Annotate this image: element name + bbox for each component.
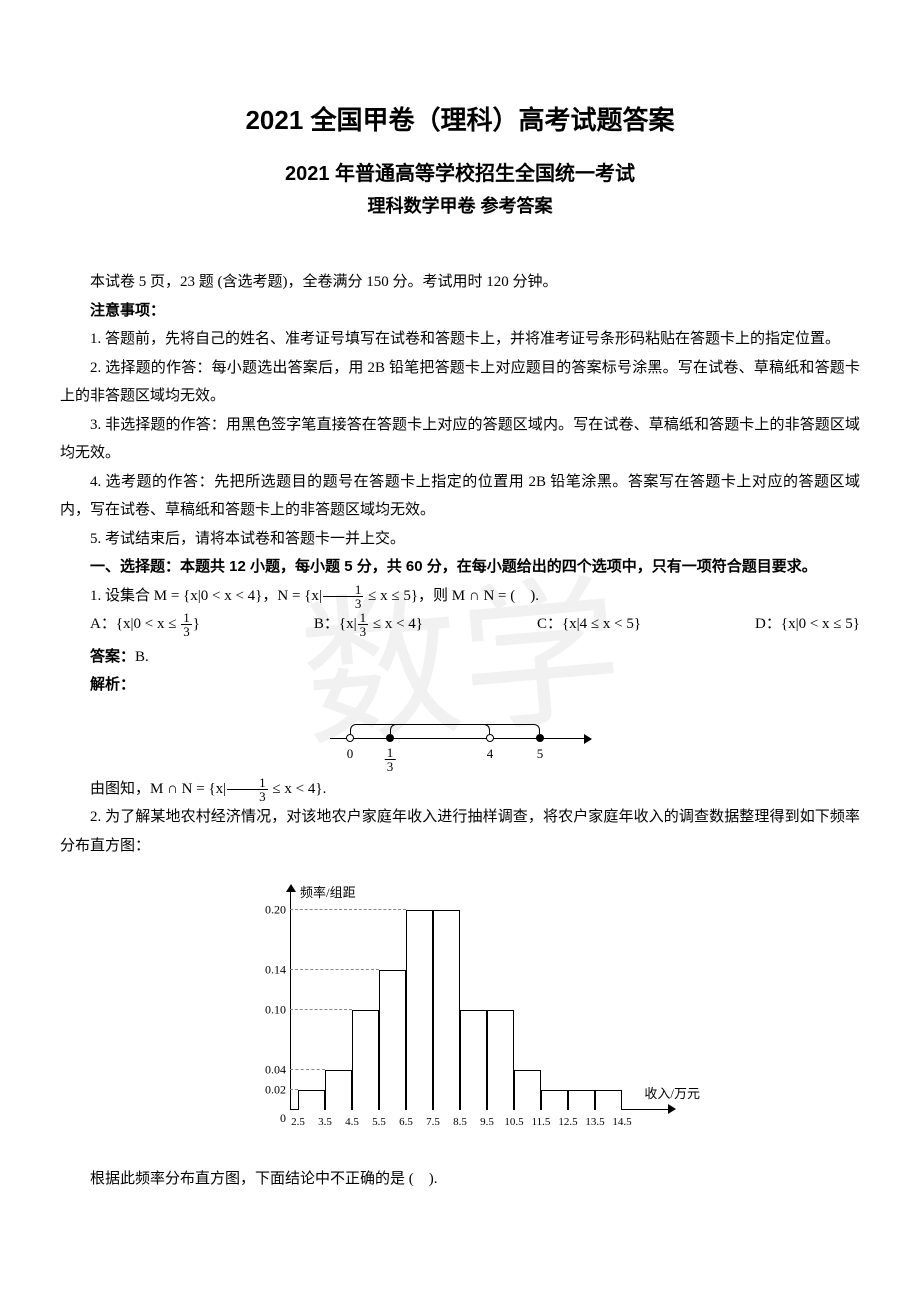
closed-point-icon — [536, 734, 544, 742]
q1-concl-pre: 由图知，M ∩ N = {x| — [90, 781, 226, 797]
x-tick-label: 6.5 — [399, 1116, 413, 1128]
y-tick-label: 0.14 — [265, 963, 286, 978]
page-content: 2021 全国甲卷（理科）高考试题答案 2021 年普通高等学校招生全国统一考试… — [60, 100, 860, 1194]
histogram-bar — [406, 910, 433, 1110]
arrow-right-icon — [668, 1104, 676, 1114]
x-tick-label: 7.5 — [426, 1116, 440, 1128]
notice-title: 注意事项： — [60, 297, 860, 326]
histogram-figure: 频率/组距 收入/万元 0 0.02 0.04 0.10 0.14 0.20 2.5 3.5… — [60, 880, 860, 1145]
x-axis-label: 收入/万元 — [644, 1083, 700, 1102]
guide-line — [290, 1089, 298, 1090]
fraction-icon: 13 — [227, 776, 268, 803]
tick-label: 0 — [347, 746, 354, 762]
notice-2: 2. 选择题的作答：每小题选出答案后，用 2B 铅笔把答题卡上对应题目的答案标号… — [60, 354, 860, 411]
q1-answer: 答案：B. — [60, 643, 860, 672]
y-axis — [290, 890, 291, 1110]
guide-line — [290, 1069, 325, 1070]
histogram-bar — [433, 910, 460, 1110]
notice-1: 1. 答题前，先将自己的姓名、准考证号填写在试卷和答题卡上，并将准考证号条形码粘… — [60, 325, 860, 354]
x-tick-label: 2.5 — [291, 1116, 305, 1128]
q1-option-a: A：{x|0 < x ≤ 13} — [90, 610, 200, 639]
histogram-bar — [325, 1070, 352, 1110]
q1-explain-label: 解析： — [60, 671, 860, 700]
q1-stem: 1. 设集合 M = {x|0 < x < 4}，N = {x|13 ≤ x ≤… — [60, 582, 860, 611]
open-point-icon — [486, 734, 494, 742]
x-tick-label: 14.5 — [612, 1116, 631, 1128]
histogram: 频率/组距 收入/万元 0 0.020.040.100.140.202.53.5… — [240, 880, 680, 1140]
notice-3: 3. 非选择题的作答：用黑色签字笔直接答在答题卡上对应的答题区域内。写在试卷、草… — [60, 411, 860, 468]
x-tick-label: 11.5 — [532, 1116, 551, 1128]
answer-label: 答案： — [90, 648, 135, 665]
y-tick-label: 0.10 — [265, 1003, 286, 1018]
closed-point-icon — [386, 734, 394, 742]
guide-line — [290, 969, 379, 970]
histogram-bar — [514, 1070, 541, 1110]
histogram-bar — [460, 1010, 487, 1110]
number-line-figure: 01345 — [60, 720, 860, 765]
page-subtitle-1: 2021 年普通高等学校招生全国统一考试 — [60, 157, 860, 186]
x-tick-label: 8.5 — [453, 1116, 467, 1128]
arrow-up-icon — [286, 884, 296, 892]
q1-stem-post: ≤ x ≤ 5}，则 M ∩ N = ( ). — [364, 588, 539, 604]
section-1-title: 一、选择题：本题共 12 小题，每小题 5 分，共 60 分，在每小题给出的四个… — [60, 553, 860, 582]
tick-label: 4 — [487, 746, 494, 762]
histogram-bar — [487, 1010, 514, 1110]
q2-conclusion: 根据此频率分布直方图，下面结论中不正确的是 ( ). — [60, 1165, 860, 1194]
answer-value: B. — [135, 649, 149, 665]
page-subtitle-2: 理科数学甲卷 参考答案 — [60, 192, 860, 218]
histogram-bar — [298, 1090, 325, 1110]
q1-opta-post: } — [193, 616, 200, 632]
q2-stem: 2. 为了解某地农村经济情况，对该地农户家庭年收入进行抽样调查，将农户家庭年收入… — [60, 803, 860, 860]
y-tick-label: 0.04 — [265, 1063, 286, 1078]
tick-label: 13 — [384, 746, 397, 773]
x-tick-label: 3.5 — [318, 1116, 332, 1128]
arrow-right-icon — [584, 734, 592, 744]
x-tick-label: 13.5 — [585, 1116, 604, 1128]
y-tick-label: 0.02 — [265, 1083, 286, 1098]
fraction-icon: 13 — [181, 611, 192, 638]
axis-line — [330, 738, 590, 739]
histogram-bar — [352, 1010, 379, 1110]
fraction-icon: 13 — [323, 583, 364, 610]
q1-optb-pre: B：{x| — [314, 616, 357, 632]
x-tick-label: 12.5 — [558, 1116, 577, 1128]
histogram-bar — [595, 1090, 622, 1110]
q1-option-d: D：{x|0 < x ≤ 5} — [755, 610, 860, 639]
q1-option-c: C：{x|4 ≤ x < 5} — [537, 610, 641, 639]
histogram-bar — [379, 970, 406, 1110]
q1-concl-post: ≤ x < 4}. — [269, 781, 327, 797]
guide-line — [290, 909, 406, 910]
open-point-icon — [346, 734, 354, 742]
q1-optb-post: ≤ x < 4} — [369, 616, 423, 632]
origin-label: 0 — [280, 1111, 286, 1126]
q1-stem-pre: 1. 设集合 M = {x|0 < x < 4}，N = {x| — [90, 588, 322, 604]
q1-opta-pre: A：{x|0 < x ≤ — [90, 616, 180, 632]
q1-options: A：{x|0 < x ≤ 13} B：{x|13 ≤ x < 4} C：{x|4… — [60, 610, 860, 639]
x-tick-label: 9.5 — [480, 1116, 494, 1128]
q1-option-b: B：{x|13 ≤ x < 4} — [314, 610, 423, 639]
fraction-icon: 13 — [358, 611, 369, 638]
tick-label: 5 — [537, 746, 544, 762]
number-line: 01345 — [330, 720, 590, 760]
histogram-bar — [568, 1090, 595, 1110]
x-tick-label: 4.5 — [345, 1116, 359, 1128]
q1-conclusion: 由图知，M ∩ N = {x|13 ≤ x < 4}. — [60, 775, 860, 804]
histogram-bar — [541, 1090, 568, 1110]
notice-4: 4. 选考题的作答：先把所选题目的题号在答题卡上指定的位置用 2B 铅笔涂黑。答… — [60, 468, 860, 525]
x-tick-label: 5.5 — [372, 1116, 386, 1128]
y-axis-label: 频率/组距 — [300, 882, 356, 901]
intro-text: 本试卷 5 页，23 题 (含选考题)，全卷满分 150 分。考试用时 120 … — [60, 268, 860, 297]
guide-line — [290, 1009, 352, 1010]
x-tick-label: 10.5 — [504, 1116, 523, 1128]
notice-5: 5. 考试结束后，请将本试卷和答题卡一并上交。 — [60, 525, 860, 554]
interval-bracket — [390, 724, 540, 734]
page-title: 2021 全国甲卷（理科）高考试题答案 — [60, 100, 860, 137]
y-tick-label: 0.20 — [265, 903, 286, 918]
